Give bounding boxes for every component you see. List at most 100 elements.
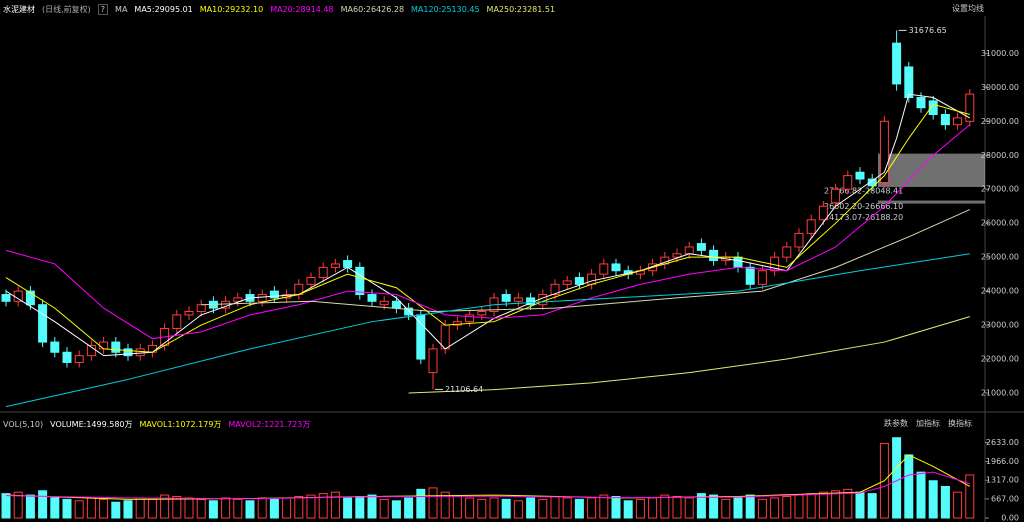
ma-legend: MA20:28914.48 <box>270 4 334 14</box>
vol-y-tick-label: 2633.00 <box>986 438 1019 447</box>
candle-body <box>306 277 316 285</box>
volume-bar <box>660 494 670 519</box>
chart-subtitle: (日线,前复权) <box>42 4 91 14</box>
ma-line <box>201 209 971 313</box>
y-tick-label: 26000.00 <box>981 219 1019 228</box>
volume-title: VOL(5,10) <box>3 419 44 429</box>
candle-body <box>892 42 902 85</box>
chart-title: 水泥建材 <box>3 4 35 14</box>
indicator-button[interactable]: 换指标 <box>948 419 972 428</box>
volume-bar <box>343 497 353 519</box>
settings-button[interactable]: 设置均线 <box>952 4 984 13</box>
candle-body <box>416 314 426 360</box>
ma-line <box>5 103 970 353</box>
volume-bar <box>696 493 706 519</box>
volume-bar <box>367 494 377 519</box>
volume-bar <box>172 496 182 519</box>
volume-bar <box>99 498 109 519</box>
volume-bar <box>867 493 877 519</box>
volume-bar <box>709 494 719 519</box>
volume-bar <box>269 498 279 519</box>
zone-label: 27066.82-28048.41 <box>824 186 903 195</box>
candle-body <box>794 232 804 248</box>
volume-bar <box>160 494 170 519</box>
indicator-button[interactable]: 跌参数 <box>884 419 908 428</box>
ma-legend: MA250:23281.51 <box>486 4 556 14</box>
candle-body <box>904 66 914 99</box>
volume-bar <box>147 498 157 519</box>
price-header: 水泥建材 (日线,前复权) ? MA MA5:29095.01 MA10:2923… <box>3 3 555 15</box>
candle-body <box>465 314 475 323</box>
candle-body <box>965 93 975 122</box>
price-zone <box>878 200 985 204</box>
volume-bar <box>477 498 487 519</box>
volume-bar <box>233 498 243 519</box>
candle-body <box>879 120 889 183</box>
volume-bar <box>416 488 426 519</box>
y-tick-label: 23000.00 <box>981 321 1019 330</box>
volume-bar <box>892 437 902 519</box>
price-zone <box>878 153 985 187</box>
volume-bar <box>111 501 121 519</box>
volume-bar <box>550 496 560 519</box>
candle-body <box>196 304 206 313</box>
candle-body <box>379 300 389 306</box>
candle-body <box>696 243 706 251</box>
volume-bar <box>452 496 462 519</box>
volume-bar <box>611 496 621 519</box>
candle-body <box>745 266 755 285</box>
volume-bar <box>757 498 767 519</box>
ma-line <box>5 124 971 340</box>
ma-label: MA <box>115 4 128 14</box>
volume-bar <box>13 491 23 519</box>
volume-bar <box>379 498 389 519</box>
volume-bar <box>465 497 475 519</box>
candle-body <box>391 300 401 309</box>
candle-body <box>477 311 487 316</box>
candle-body <box>99 341 109 350</box>
volume-bar <box>965 474 975 519</box>
volume-bar <box>843 488 853 519</box>
y-tick-label: 21000.00 <box>981 389 1019 398</box>
candle-body <box>13 290 23 302</box>
volume-bar <box>574 498 584 519</box>
candle-body <box>587 273 597 285</box>
volume-bar <box>953 491 963 519</box>
help-button[interactable]: ? <box>97 3 109 15</box>
volume-bar <box>623 500 633 519</box>
volume-bar <box>684 497 694 519</box>
candle-body <box>757 270 767 285</box>
volume-bar <box>940 485 950 519</box>
ma-line <box>5 471 970 500</box>
volume-bar <box>123 500 133 519</box>
volume-bar <box>855 491 865 519</box>
volume-bar <box>635 498 645 519</box>
volume-bar <box>806 493 816 519</box>
zone-label: 26602.20-26666.10 <box>824 202 903 211</box>
volume-bar <box>208 500 218 519</box>
vol-ma-legend: MAVOL1:1072.179万 <box>139 419 222 429</box>
candle-body <box>111 341 121 353</box>
vol-y-tick-label: 0.00 <box>1001 514 1019 522</box>
y-tick-label: 30000.00 <box>981 83 1019 92</box>
candle-body <box>916 97 926 109</box>
ma-legend: MA10:29232.10 <box>199 4 264 14</box>
candle-body <box>123 348 133 357</box>
volume-bar <box>587 497 597 519</box>
high-label: 31676.65 <box>909 26 947 35</box>
volume-bar <box>928 480 938 519</box>
volume-bar <box>74 500 84 519</box>
candle-body <box>843 175 853 190</box>
y-tick-label: 31000.00 <box>981 49 1019 58</box>
candle-body <box>940 114 950 126</box>
volume-bar <box>135 497 145 519</box>
indicator-button[interactable]: 加指标 <box>916 419 940 428</box>
vol-y-tick-label: 1317.00 <box>986 476 1019 485</box>
volume-bar <box>831 490 841 519</box>
volume-bar <box>330 491 340 519</box>
volume-legend: VOLUME:1499.580万 <box>50 419 133 429</box>
candle-body <box>782 246 792 258</box>
candle-body <box>599 263 609 275</box>
candle-body <box>318 266 328 279</box>
volume-bar <box>501 498 511 519</box>
